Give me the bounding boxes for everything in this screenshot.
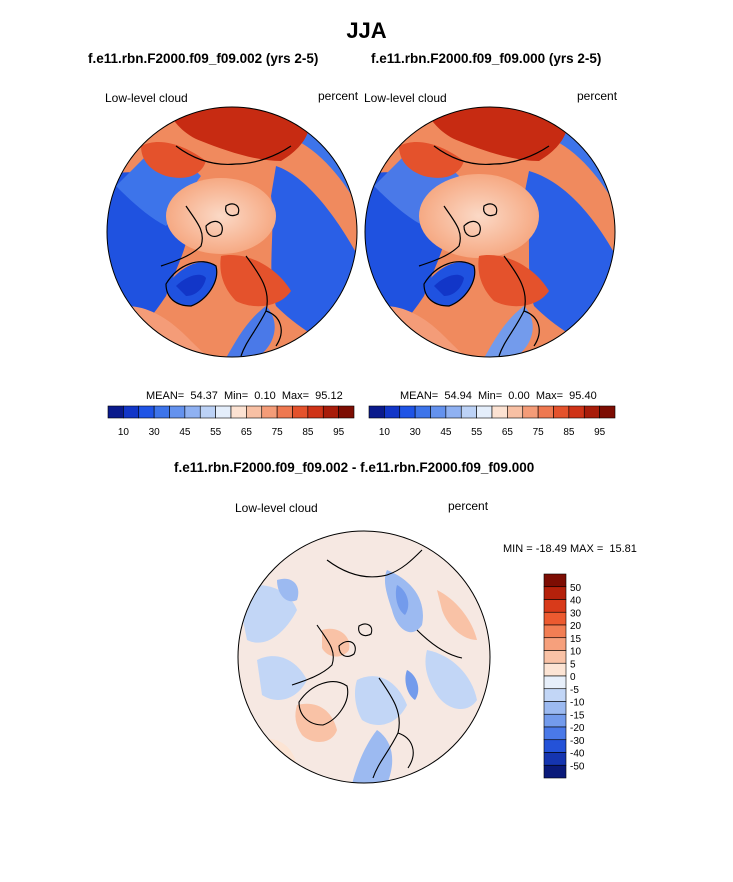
colorbar-tick-label: 40 <box>570 596 582 607</box>
diff-minmax: MIN = -18.49 MAX = 15.81 <box>503 543 637 555</box>
colorbar-swatch <box>491 405 508 419</box>
colorbar-tick-label: -10 <box>570 698 585 709</box>
colorbar-swatch <box>414 405 431 419</box>
panel1-variable-label: Low-level cloud <box>105 91 188 105</box>
colorbar-swatch <box>543 764 567 779</box>
colorbar-swatch <box>307 405 324 419</box>
colorbar-swatch <box>583 405 600 419</box>
colorbar-tick-label: 65 <box>241 427 253 438</box>
colorbar-swatch <box>215 405 232 419</box>
colorbar-tick-label: 10 <box>118 427 130 438</box>
colorbar-tick-label: 95 <box>333 427 345 438</box>
colorbar-tick-label: 55 <box>210 427 222 438</box>
colorbar-swatch <box>543 701 567 715</box>
panel1-units-label: percent <box>318 89 359 103</box>
colorbar-swatch <box>368 405 385 419</box>
colorbar-swatch <box>543 573 567 588</box>
colorbar-swatch <box>430 405 447 419</box>
colorbar-swatch <box>537 405 554 419</box>
colorbar-swatch <box>507 405 524 419</box>
colorbar-tick-label: 5 <box>570 659 576 670</box>
colorbar-swatch <box>246 405 263 419</box>
colorbar-swatch <box>543 650 567 664</box>
colorbar-swatch <box>543 739 567 753</box>
colorbar-swatch <box>292 405 309 419</box>
colorbar-swatch <box>230 405 247 419</box>
diff-units-label: percent <box>448 499 489 513</box>
colorbar-swatch <box>460 405 477 419</box>
colorbar-tick-label: 50 <box>570 583 582 594</box>
colorbar-tick-label: 15 <box>570 634 582 645</box>
colorbar-tick-label: -15 <box>570 710 585 721</box>
colorbar-swatch <box>384 405 401 419</box>
colorbar-tick-label: 10 <box>379 427 391 438</box>
colorbar-swatch <box>338 405 355 419</box>
map-difference <box>237 530 491 784</box>
colorbar-swatch <box>322 405 339 419</box>
colorbar-tick-label: 55 <box>471 427 483 438</box>
colorbar-swatch <box>543 599 567 613</box>
colorbar-swatch <box>123 405 140 419</box>
colorbar-swatch <box>543 688 567 702</box>
colorbar-tick-label: -20 <box>570 723 585 734</box>
colorbar-tick-label: 65 <box>502 427 514 438</box>
colorbar-swatch <box>522 405 539 419</box>
colorbar-swatch <box>543 713 567 728</box>
panel2-stats: MEAN= 54.94 Min= 0.00 Max= 95.40 <box>400 390 597 402</box>
colorbar-tick-label: 30 <box>410 427 422 438</box>
colorbar-tick-label: -30 <box>570 736 585 747</box>
colorbar-tick-label: 45 <box>179 427 191 438</box>
colorbar-swatch <box>543 637 567 651</box>
colorbar-tick-label: 30 <box>570 608 582 619</box>
colorbar-swatch <box>543 624 567 639</box>
panel2-variable-label: Low-level cloud <box>364 91 447 105</box>
map-panel2 <box>364 106 616 358</box>
colorbar-tick-label: 45 <box>440 427 452 438</box>
colorbar-swatch <box>553 405 570 419</box>
panel1-case-title: f.e11.rbn.F2000.f09_f09.002 (yrs 2-5) <box>88 51 319 66</box>
colorbar-tick-label: -50 <box>570 761 585 772</box>
colorbar-swatch <box>138 405 155 419</box>
colorbar-tick-label: 10 <box>570 647 582 658</box>
colorbar-swatch <box>543 662 567 677</box>
colorbar-swatch <box>169 405 186 419</box>
colorbar-swatch <box>599 405 616 419</box>
panel1-stats: MEAN= 54.37 Min= 0.10 Max= 95.12 <box>146 390 343 402</box>
figure-title: JJA <box>346 18 387 43</box>
colorbar-panel1: 10 30 45 55 65 75 85 95 <box>107 405 355 438</box>
colorbar-panel2: 10 30 45 55 65 75 85 95 <box>368 405 616 438</box>
map-panel1 <box>106 106 358 358</box>
colorbar-swatch <box>399 405 416 419</box>
colorbar-tick-label: 85 <box>302 427 314 438</box>
colorbar-swatch <box>261 405 278 419</box>
colorbar-tick-label: -40 <box>570 749 585 760</box>
colorbar-swatch <box>107 405 124 419</box>
colorbar-swatch <box>476 405 493 419</box>
colorbar-tick-label: 75 <box>272 427 284 438</box>
colorbar-swatch <box>184 405 201 419</box>
diff-title: f.e11.rbn.F2000.f09_f09.002 - f.e11.rbn.… <box>174 460 535 475</box>
colorbar-tick-label: 95 <box>594 427 606 438</box>
panel2-case-title: f.e11.rbn.F2000.f09_f09.000 (yrs 2-5) <box>371 51 602 66</box>
panel2-units-label: percent <box>577 89 618 103</box>
colorbar-swatch <box>543 726 567 741</box>
colorbar-swatch <box>543 675 567 690</box>
colorbar-swatch <box>199 405 216 419</box>
diff-variable-label: Low-level cloud <box>235 501 318 515</box>
colorbar-tick-label: 20 <box>570 621 582 632</box>
colorbar-swatch <box>276 405 293 419</box>
colorbar-tick-label: 85 <box>563 427 575 438</box>
colorbar-swatch <box>445 405 462 419</box>
colorbar-tick-label: 30 <box>149 427 161 438</box>
colorbar-swatch <box>568 405 585 419</box>
colorbar-tick-label: 75 <box>533 427 545 438</box>
colorbar-swatch <box>543 752 567 766</box>
colorbar-swatch <box>153 405 170 419</box>
colorbar-swatch <box>543 586 567 600</box>
colorbar-swatch <box>543 611 567 626</box>
colorbar-tick-label: -5 <box>570 685 579 696</box>
colorbar-tick-label: 0 <box>570 672 576 683</box>
